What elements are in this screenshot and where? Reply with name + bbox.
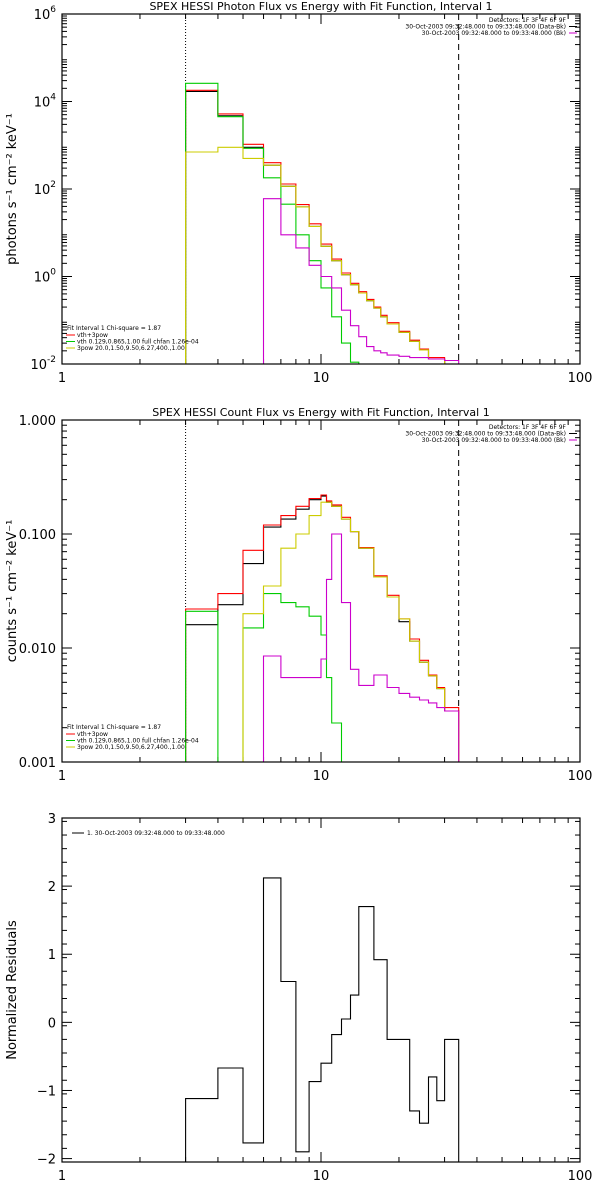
y-tick-label: −2 <box>37 1153 56 1168</box>
legend-fit-title: Fit Interval 1 Chi-square = 1.87 <box>67 724 161 731</box>
x-tick-label: 10 <box>313 1169 330 1184</box>
x-tick-label: 1 <box>58 1169 66 1184</box>
x-tick-label: 100 <box>568 769 593 784</box>
series-line-3 <box>185 593 351 762</box>
legend-top-entry: 30-Oct-2003 09:32:48.000 to 09:33:48.000… <box>422 30 566 37</box>
y-tick-exponent: 0 <box>50 268 56 278</box>
y-tick-label: 10-2 <box>30 355 56 373</box>
y-tick-label: 0.010 <box>19 642 56 657</box>
series-line-1 <box>185 495 460 762</box>
plot-frame <box>61 817 581 1163</box>
legend-bottom-entry: vth 0.129,0.865,1.00 full chfan 1.26e-04 <box>77 339 199 346</box>
y-tick-label: 102 <box>34 180 56 198</box>
y-axis-label: Normalized Residuals <box>5 920 20 1060</box>
y-tick-exponent: 2 <box>50 180 56 190</box>
y-tick-label: 0 <box>48 1016 56 1031</box>
y-tick-label: 3 <box>48 812 56 827</box>
y-axis-label: counts s⁻¹ cm⁻² keV⁻¹ <box>5 520 20 663</box>
legend-residual-entry: 1. 30-Oct-2003 09:32:48.000 to 09:33:48.… <box>87 830 225 837</box>
y-tick-label: 104 <box>34 93 57 111</box>
chart-title: SPEX HESSI Photon Flux vs Energy with Fi… <box>149 0 492 13</box>
legend-bottom-entry: vth+3pow <box>77 332 108 339</box>
y-tick-label: 0.001 <box>19 756 56 771</box>
y-tick-exponent: 4 <box>50 93 56 103</box>
legend-bottom-entry: vth+3pow <box>77 731 108 738</box>
series-line-1 <box>185 877 460 1162</box>
series-line-2 <box>185 494 460 762</box>
x-tick-label: 10 <box>313 769 330 784</box>
series-line-5 <box>262 533 460 762</box>
x-tick-label: 1 <box>58 769 66 784</box>
series-line-4 <box>185 501 472 762</box>
chart-panel-1: SPEX HESSI Photon Flux vs Energy with Fi… <box>5 0 592 386</box>
y-tick-base: 10 <box>30 358 47 373</box>
y-tick-base: 10 <box>34 8 51 23</box>
y-tick-base: 10 <box>34 96 51 111</box>
y-tick-exponent: 6 <box>50 5 56 15</box>
series-line-4 <box>185 146 472 364</box>
y-tick-label: −1 <box>37 1084 56 1099</box>
series-line-5 <box>262 198 460 364</box>
x-tick-label: 100 <box>568 1169 593 1184</box>
legend-bottom-entry: 3pow 20.0,1.50,9.50,6.27,400.,1.00 <box>77 744 185 751</box>
y-tick-label: 2 <box>48 880 56 895</box>
legend-top-entry: Detectors: 1F 3F 4F 6F 9F <box>489 17 567 24</box>
chart-panel-3: 1 10 100 −2 −1 0 1 2 3 Normalized Residuals 1. 30-… <box>5 812 592 1184</box>
series-line-3 <box>185 82 360 364</box>
legend-top-entry: 30-Oct-2003 09:32:48.000 to 09:33:48.000… <box>405 24 566 31</box>
legend-top-entry: 30-Oct-2003 09:32:48.000 to 09:33:48.000… <box>405 431 566 438</box>
x-tick-label: 10 <box>313 371 330 386</box>
plot-frame <box>61 13 581 365</box>
x-tick-label: 100 <box>568 371 593 386</box>
chart-panel-2: SPEX HESSI Count Flux vs Energy with Fit… <box>5 406 592 784</box>
legend-top-entry: 30-Oct-2003 09:32:48.000 to 09:33:48.000… <box>422 437 566 444</box>
series-line-2 <box>185 89 459 364</box>
y-tick-label: 1.000 <box>19 414 56 429</box>
plot-frame <box>61 419 581 763</box>
y-tick-label: 0.100 <box>19 528 56 543</box>
y-tick-label: 1 <box>48 948 56 963</box>
y-tick-label: 100 <box>34 268 57 286</box>
legend-bottom-entry: vth 0.129,0.865,1.00 full chfan 1.26e-04 <box>77 738 199 745</box>
legend-top-entry: Detectors: 1F 3F 4F 6F 9F <box>489 424 567 431</box>
y-tick-base: 10 <box>34 271 51 286</box>
series-line-1 <box>185 90 459 364</box>
y-axis-label: photons s⁻¹ cm⁻² keV⁻¹ <box>5 113 20 265</box>
y-tick-label: 106 <box>34 5 57 23</box>
legend-fit-title: Fit Interval 1 Chi-square = 1.87 <box>67 325 161 332</box>
legend-bottom-entry: 3pow 20.0,1.50,9.50,6.27,400.,1.00 <box>77 345 185 352</box>
y-tick-base: 10 <box>34 183 51 198</box>
y-tick-exponent: -2 <box>47 355 56 365</box>
x-tick-label: 1 <box>58 371 66 386</box>
chart-title: SPEX HESSI Count Flux vs Energy with Fit… <box>152 406 489 419</box>
